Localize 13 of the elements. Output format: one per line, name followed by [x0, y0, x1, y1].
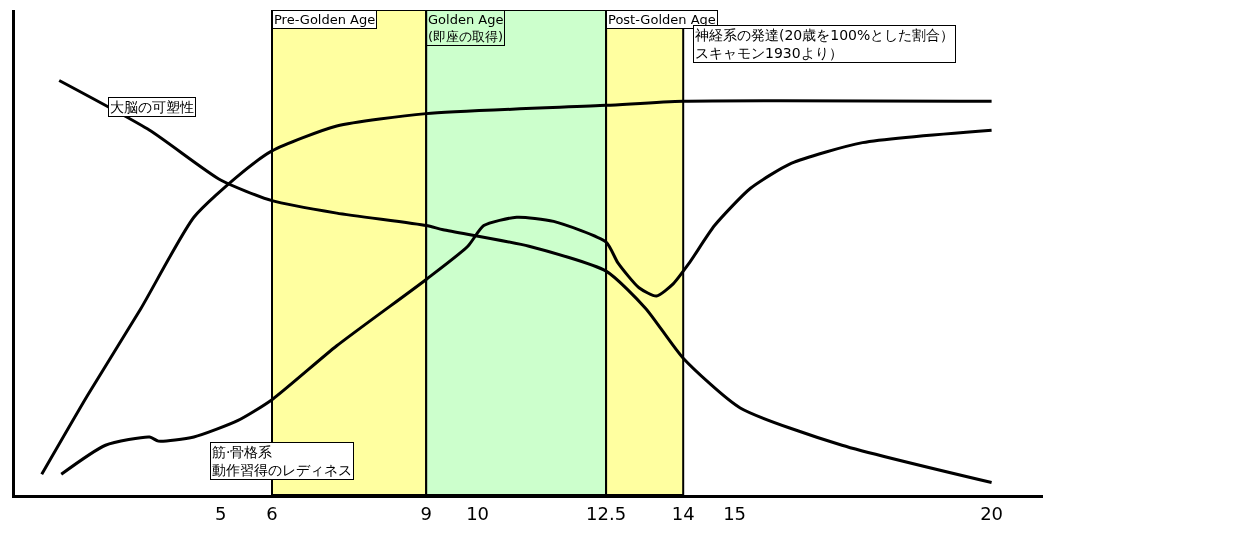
x-tick-label: 12.5 — [586, 502, 627, 524]
x-tick-label: 15 — [723, 502, 747, 524]
x-tick-label: 10 — [466, 502, 490, 524]
series-label: 大脳の可塑性 — [110, 99, 194, 115]
band-label: Pre-Golden Age — [274, 12, 376, 27]
x-tick-label: 5 — [214, 502, 227, 524]
band-label: Golden Age (即座の取得) — [428, 12, 504, 44]
x-tick-label: 14 — [671, 502, 695, 524]
x-tick-label: 20 — [980, 502, 1004, 524]
series-label: 筋·骨格系動作習得のレディネス — [212, 444, 352, 479]
x-tick-label: 6 — [266, 502, 278, 524]
x-tick-label: 9 — [420, 502, 432, 524]
text: 神経系の発達(20歳を100%とした割合）スキャモン1930より） — [695, 27, 955, 62]
